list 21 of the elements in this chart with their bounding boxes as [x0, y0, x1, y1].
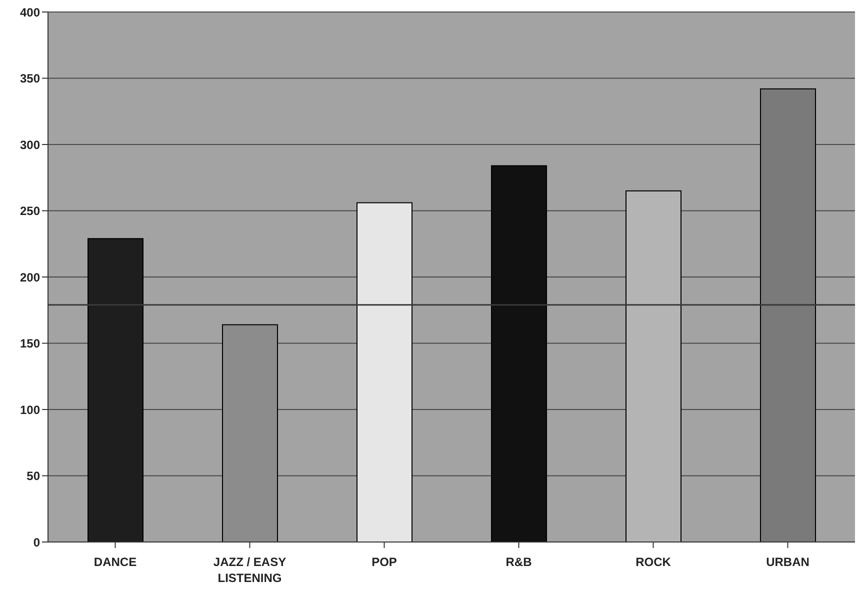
y-tick-label: 0 — [33, 535, 40, 550]
bar — [760, 88, 816, 542]
bar — [222, 324, 278, 542]
x-tick-label: JAZZ / EASY LISTENING — [213, 555, 286, 585]
y-tick-label: 150 — [20, 336, 40, 351]
y-tick-label: 400 — [20, 5, 40, 20]
y-tick-label: 50 — [26, 469, 40, 484]
x-tick-label: DANCE — [94, 555, 137, 569]
x-tick-label: POP — [372, 555, 397, 569]
y-tick-label: 300 — [20, 138, 40, 152]
y-tick-label: 200 — [20, 270, 40, 284]
bar — [88, 238, 144, 542]
bar — [626, 190, 682, 542]
x-tick-label: URBAN — [766, 555, 810, 569]
x-tick-label: ROCK — [636, 555, 672, 569]
bar — [491, 165, 547, 542]
y-tick-label: 250 — [20, 204, 40, 218]
bar — [356, 202, 412, 542]
y-tick-label: 350 — [20, 72, 40, 86]
x-tick-label: R&B — [506, 555, 532, 569]
y-tick-label: 100 — [20, 402, 40, 417]
